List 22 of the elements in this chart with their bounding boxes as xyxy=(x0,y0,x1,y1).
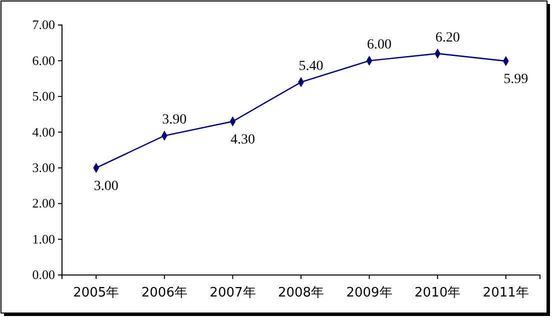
x-tick-label: 2009年 xyxy=(346,285,392,300)
x-tick-label: 2005年 xyxy=(73,285,120,300)
y-tick-label: 6.00 xyxy=(32,52,55,68)
data-label: 4.30 xyxy=(230,132,255,148)
y-tick-label: 5.00 xyxy=(32,88,55,104)
data-label: 5.99 xyxy=(504,72,528,88)
data-label: 3.90 xyxy=(162,112,187,128)
x-tick-label: 2007年 xyxy=(210,285,256,300)
x-tick-label: 2010年 xyxy=(414,285,461,300)
data-label: 6.20 xyxy=(435,30,460,46)
y-tick-label: 4.00 xyxy=(32,124,55,140)
data-label: 3.00 xyxy=(94,178,118,194)
y-tick-label: 2.00 xyxy=(32,196,55,211)
y-tick-label: 0.00 xyxy=(32,267,55,282)
x-tick-label: 2011年 xyxy=(482,285,529,300)
x-tick-label: 2006年 xyxy=(141,285,188,300)
y-tick-label: 3.00 xyxy=(32,160,55,176)
data-label: 5.40 xyxy=(298,59,324,74)
y-tick-label: 7.00 xyxy=(32,17,55,32)
x-tick-label: 2008年 xyxy=(278,285,324,300)
data-label: 6.00 xyxy=(367,38,392,53)
y-tick-label: 1.00 xyxy=(32,231,55,246)
